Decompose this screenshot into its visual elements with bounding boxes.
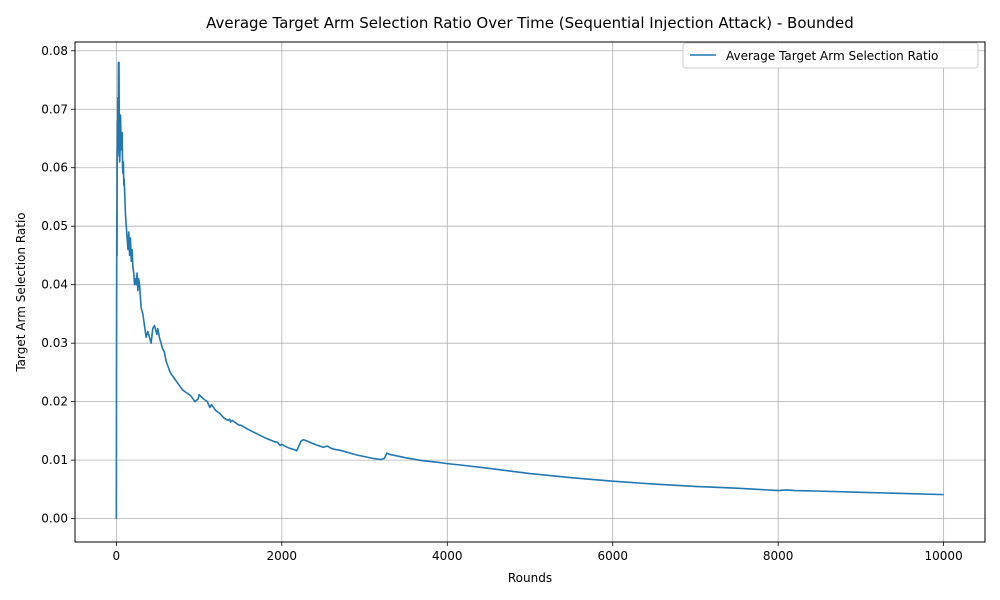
x-tick-label: 6000 [597,549,628,563]
plot-frame [74,41,986,543]
x-tick-label: 8000 [763,549,794,563]
legend: Average Target Arm Selection Ratio [682,42,979,69]
series-layer [115,61,944,519]
y-tick-label: 0.07 [41,102,68,116]
x-axis-ticks: 0 2000 4000 6000 8000 10000 [113,542,963,563]
y-tick-label: 0.06 [41,161,68,175]
grid-lines [75,42,985,542]
y-tick-label: 0.01 [41,453,68,467]
y-axis-label: Target Arm Selection Ratio [14,212,28,372]
x-tick-label: 2000 [267,549,298,563]
x-tick-label: 0 [113,549,121,563]
y-tick-label: 0.03 [41,336,68,350]
y-tick-label: 0.04 [41,278,68,292]
series-line [115,61,944,519]
x-axis-label: Rounds [508,571,552,585]
x-tick-label: 10000 [925,549,963,563]
y-tick-label: 0.05 [41,219,68,233]
y-tick-label: 0.00 [41,512,68,526]
y-axis-ticks: 0.00 0.01 0.02 0.03 0.04 0.05 0.06 0.07 0.08 [41,44,75,526]
legend-box [682,42,979,69]
y-tick-label: 0.08 [41,44,68,58]
x-tick-label: 4000 [432,549,463,563]
legend-label: Average Target Arm Selection Ratio [726,49,938,63]
chart-title: Average Target Arm Selection Ratio Over … [206,14,854,32]
y-tick-label: 0.02 [41,395,68,409]
